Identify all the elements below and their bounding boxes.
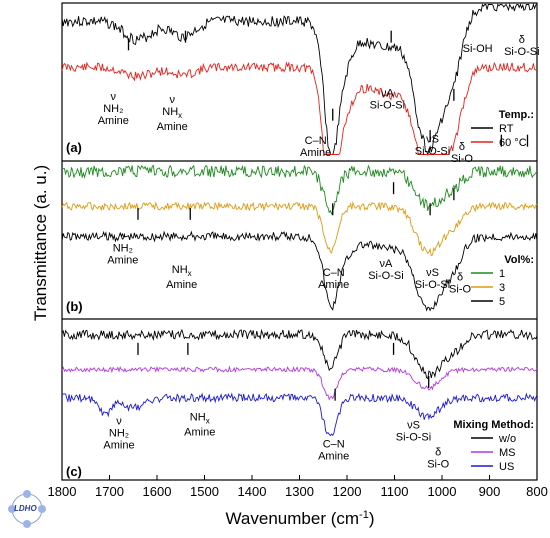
x-tick-label: 1800 bbox=[48, 484, 77, 499]
series-line-60 °C bbox=[61, 61, 538, 155]
band-annotation: ν NH₂ Amine bbox=[103, 415, 134, 451]
y-axis-title: Transmittance (a. u.) bbox=[31, 165, 50, 321]
band-annotation: νA Si-O-Si bbox=[370, 88, 405, 112]
x-tick-label: 900 bbox=[479, 484, 501, 499]
legend-entry: 3 bbox=[499, 282, 505, 294]
series-line-1 bbox=[61, 164, 538, 216]
x-tick-label: 1700 bbox=[95, 484, 124, 499]
panel-2: ν NH₂ Amine NHx Amine C–N Amine νA Si-O-Si νS Si-O… bbox=[61, 160, 538, 314]
legend-entry: 5 bbox=[499, 296, 505, 308]
band-annotation: ν NH₂ Amine bbox=[107, 231, 138, 267]
panel-1: ν NH₂ Amine ν NHx Amine C–N Amine νA Si-O-Si νS Si-… bbox=[61, 2, 540, 165]
panel-label: (c) bbox=[66, 464, 82, 479]
x-axis-title: Wavenumber (cm-1) bbox=[226, 509, 375, 528]
band-annotation: δ Si-O bbox=[451, 141, 473, 165]
x-tick-label: 1100 bbox=[381, 484, 409, 499]
legend-entry: 60 °C bbox=[499, 137, 527, 149]
x-tick-label: 800 bbox=[526, 484, 548, 499]
band-annotation: δ Si-O bbox=[449, 271, 471, 295]
x-tick-label: 1600 bbox=[143, 484, 172, 499]
series-line-MS bbox=[61, 365, 538, 401]
series-line-3 bbox=[61, 200, 538, 257]
logo-text: LDHO bbox=[14, 504, 37, 513]
band-annotation: ν NHx Amine bbox=[157, 94, 188, 133]
series-line-5 bbox=[61, 230, 538, 312]
band-annotation: ν NH₂ Amine bbox=[98, 91, 129, 127]
series-line-RT bbox=[61, 2, 538, 157]
legend-title: Temp.: bbox=[499, 109, 534, 121]
legend-entry: RT bbox=[499, 123, 514, 135]
x-tick-label: 1500 bbox=[190, 484, 219, 499]
legend-title: Vol%: bbox=[504, 254, 534, 266]
logo-icon bbox=[8, 490, 46, 528]
legend-entry: US bbox=[499, 461, 514, 473]
band-annotation: νS Si-O-Si bbox=[415, 267, 450, 291]
x-tick-label: 1200 bbox=[333, 484, 362, 499]
band-annotation: νA Si-O-Si bbox=[368, 258, 403, 282]
legend-entry: w/o bbox=[498, 433, 516, 445]
x-tick-label: 1300 bbox=[285, 484, 314, 499]
panel-label: (b) bbox=[66, 299, 83, 314]
band-annotation: δ Si-O-Si bbox=[504, 34, 539, 58]
band-annotation: νS Si-O-Si bbox=[396, 420, 431, 444]
band-annotation: C–N Amine bbox=[318, 438, 349, 462]
panel-label: (a) bbox=[66, 140, 82, 155]
legend-entry: MS bbox=[499, 447, 516, 459]
series-line-w/o bbox=[61, 328, 538, 380]
band-annotation: δ Si-O bbox=[427, 446, 449, 470]
band-annotation: C–N Amine bbox=[318, 267, 349, 291]
series-line-US bbox=[61, 392, 538, 437]
band-annotation: νS Si-O-Si bbox=[415, 133, 450, 157]
x-tick-label: 1400 bbox=[238, 484, 267, 499]
band-annotation: NHx Amine bbox=[166, 264, 197, 291]
x-tick-label: 1000 bbox=[428, 484, 457, 499]
legend-title: Mixing Method: bbox=[453, 419, 534, 431]
panel-3: ν NH₂ Amine NHx Amine C–N Amine νS Si-O-Siδ Si-O (… bbox=[61, 318, 538, 479]
band-annotation: C–N Amine bbox=[300, 135, 331, 159]
legend-entry: 1 bbox=[499, 268, 505, 280]
band-annotation: Si-OH bbox=[463, 43, 493, 55]
band-annotation: NHx Amine bbox=[184, 412, 215, 439]
